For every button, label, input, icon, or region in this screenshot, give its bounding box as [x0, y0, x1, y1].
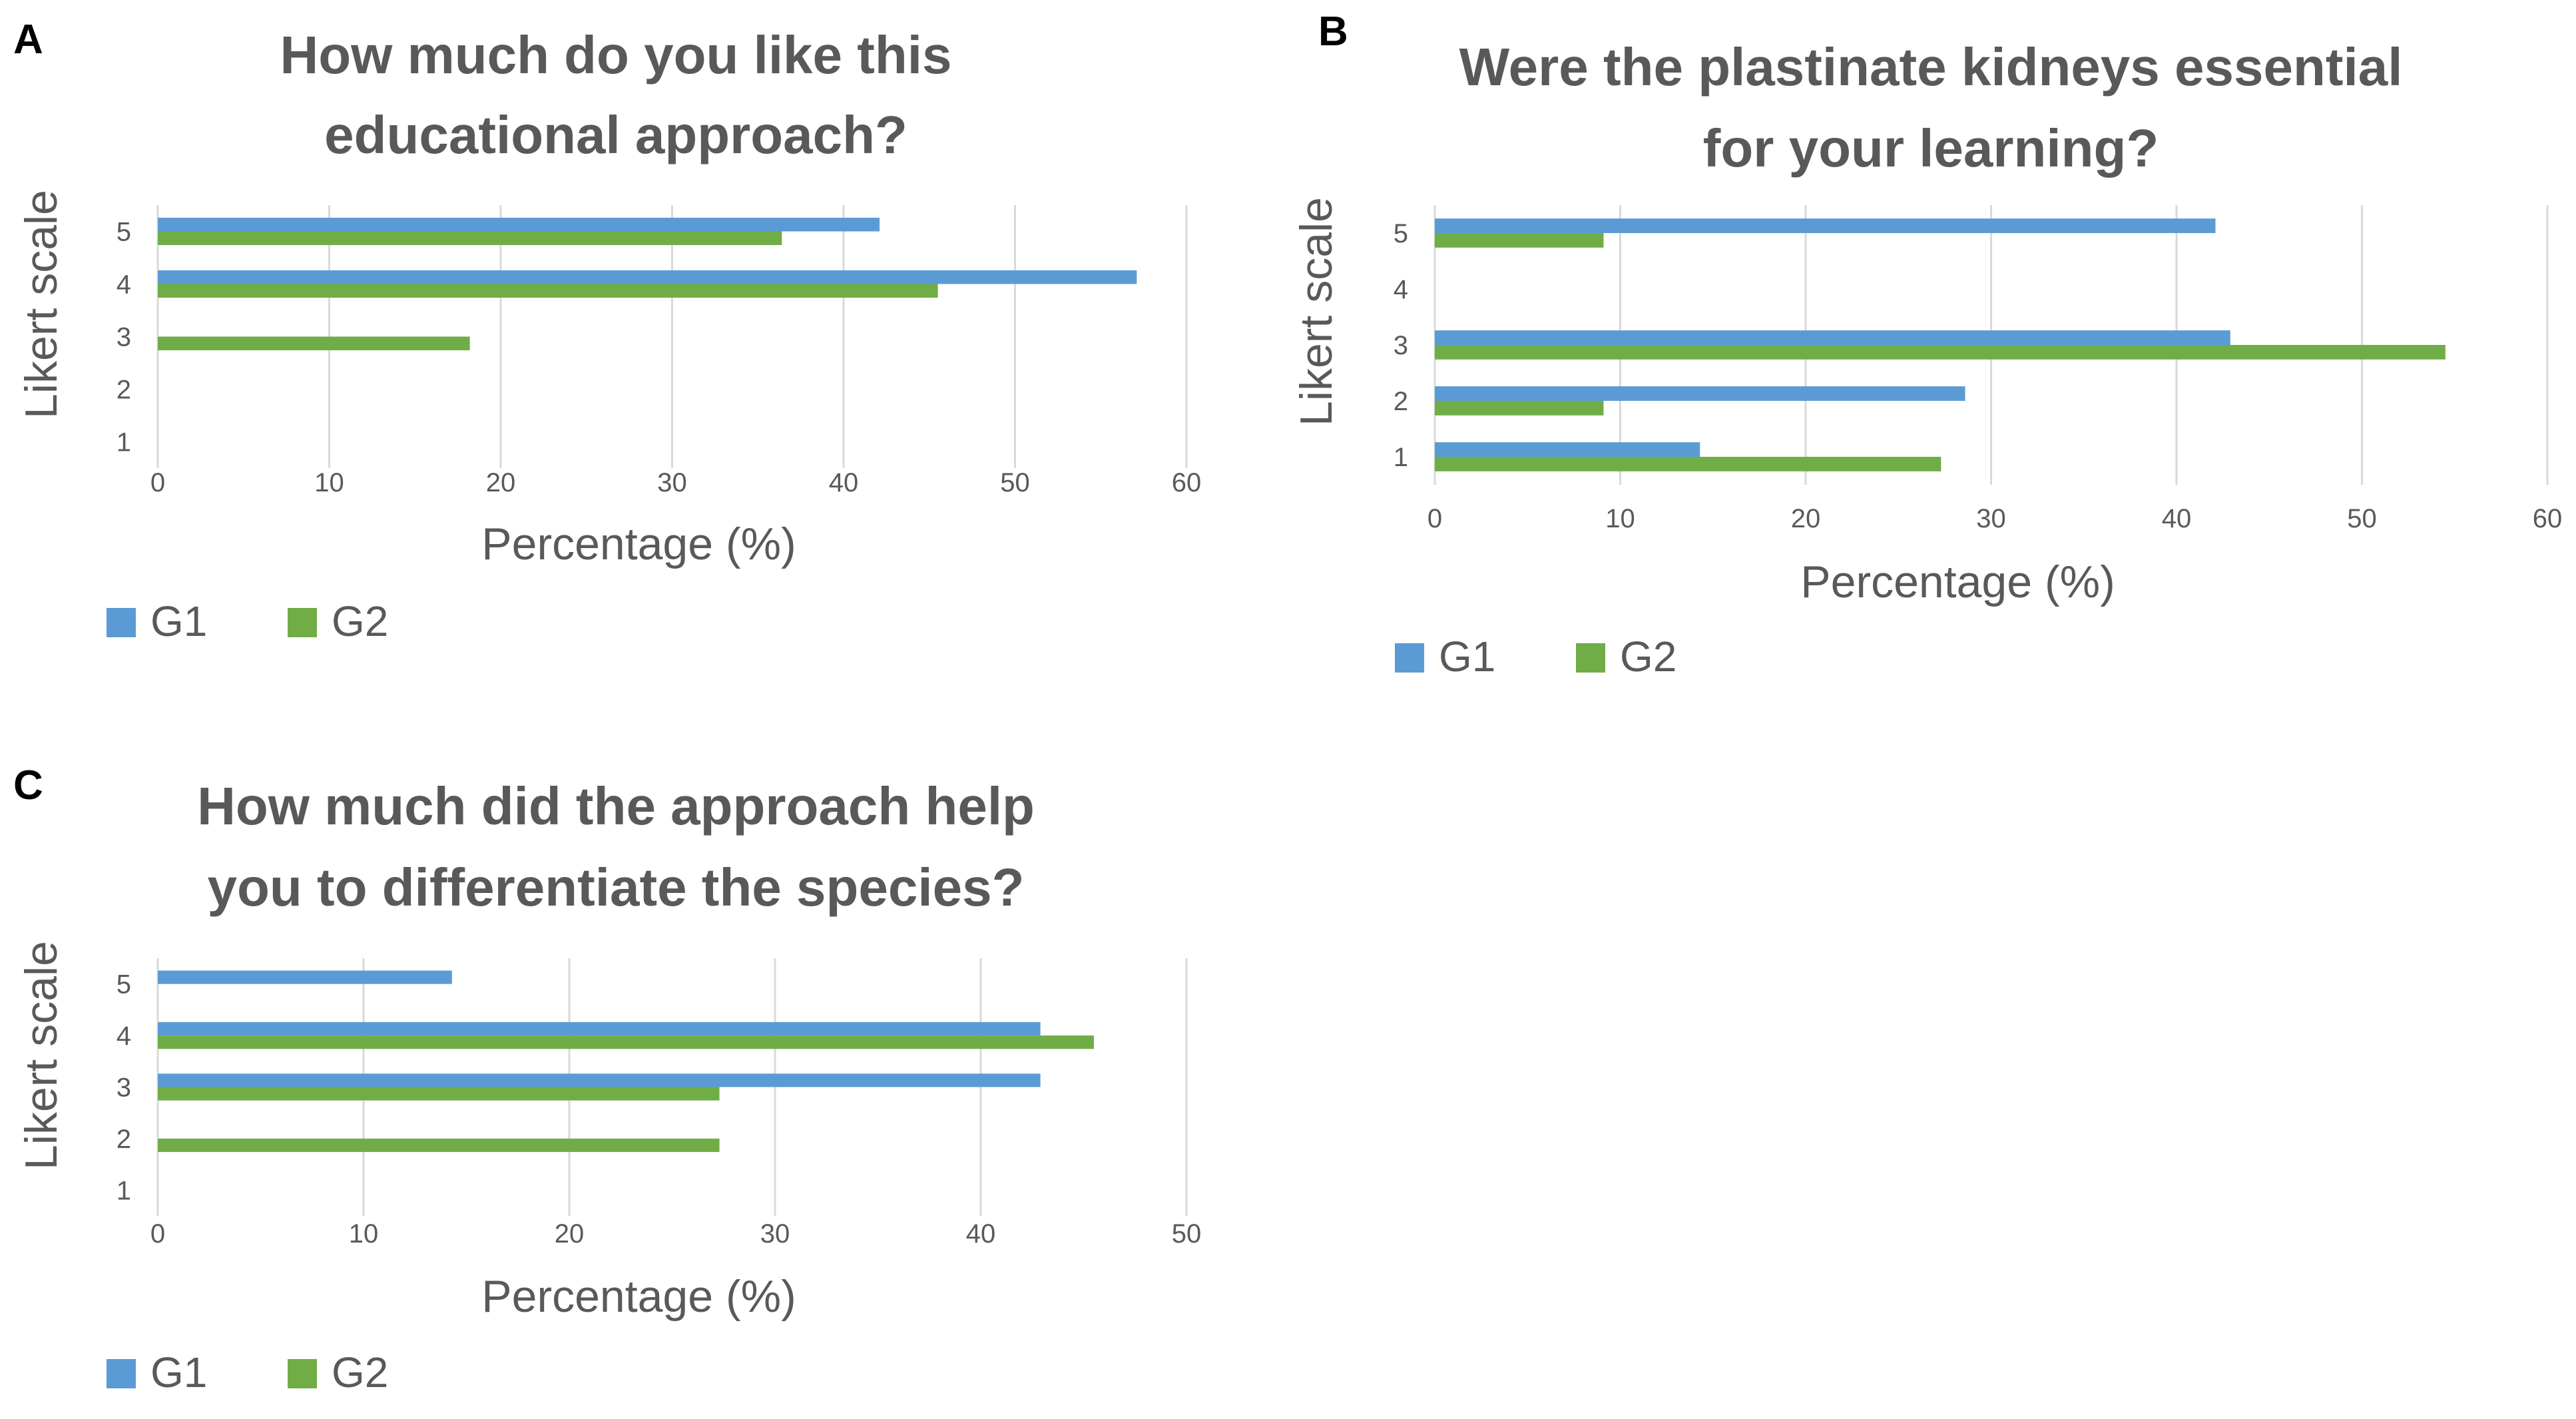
bar-g1-likert-3 — [1435, 330, 2230, 345]
chart-title: educational approach? — [324, 105, 907, 164]
y-axis-label: Likert scale — [16, 941, 67, 1170]
panel-label: B — [1318, 9, 1348, 55]
y-tick-label: 3 — [117, 323, 131, 352]
legend-swatch-g1 — [1395, 643, 1424, 673]
chart-title: for your learning? — [1703, 119, 2159, 178]
x-tick-label: 0 — [150, 1219, 165, 1249]
chart-title: How much did the approach help — [197, 776, 1035, 836]
x-tick-label: 30 — [760, 1219, 790, 1249]
bar-g2-likert-4 — [158, 284, 938, 298]
y-tick-label: 1 — [117, 428, 131, 457]
x-tick-label: 40 — [2162, 504, 2192, 533]
x-axis-label: Percentage (%) — [481, 519, 796, 569]
bar-g2-likert-3 — [158, 1087, 720, 1101]
panel-label: C — [13, 762, 43, 808]
x-tick-label: 10 — [349, 1219, 379, 1249]
bar-g1-likert-5 — [1435, 218, 2216, 233]
legend-label-g1: G1 — [150, 1348, 207, 1396]
bar-g2-likert-2 — [158, 1138, 720, 1153]
x-tick-label: 0 — [150, 468, 165, 497]
x-tick-label: 20 — [555, 1219, 585, 1249]
bar-g1-likert-3 — [158, 1073, 1041, 1087]
y-tick-label: 4 — [1394, 275, 1408, 304]
bar-g2-likert-5 — [158, 231, 782, 246]
bar-g2-likert-4 — [158, 1035, 1094, 1049]
bar-g1-likert-2 — [1435, 386, 1965, 401]
x-tick-label: 40 — [829, 468, 859, 497]
legend-swatch-g1 — [107, 1359, 136, 1388]
x-tick-label: 20 — [486, 468, 516, 497]
legend-swatch-g2 — [1576, 643, 1605, 673]
bar-g2-likert-5 — [1435, 233, 1604, 248]
y-tick-label: 2 — [1394, 387, 1408, 416]
bar-g1-likert-5 — [158, 970, 452, 984]
x-tick-label: 0 — [1427, 504, 1442, 533]
x-axis-label: Percentage (%) — [1800, 557, 2115, 607]
legend-swatch-g2 — [288, 608, 317, 637]
y-tick-label: 2 — [117, 376, 131, 405]
x-tick-label: 40 — [966, 1219, 996, 1249]
legend-label-g2: G2 — [1620, 633, 1676, 681]
bar-g1-likert-4 — [158, 270, 1137, 284]
bar-g1-likert-4 — [158, 1021, 1041, 1036]
bar-g1-likert-5 — [158, 217, 880, 232]
chart-panel-a: A How much do you like this educational ap… — [13, 17, 1201, 645]
y-tick-label: 2 — [117, 1125, 131, 1154]
y-tick-label: 3 — [1394, 331, 1408, 360]
chart-title: Were the plastinate kidneys essential — [1459, 37, 2403, 97]
x-tick-label: 50 — [1172, 1219, 1202, 1249]
legend-swatch-g2 — [288, 1359, 317, 1388]
legend-label-g1: G1 — [150, 597, 207, 645]
x-tick-label: 30 — [657, 468, 687, 497]
x-tick-label: 50 — [1000, 468, 1030, 497]
chart-panel-c: C How much did the approach help you to di… — [13, 762, 1201, 1396]
x-tick-label: 60 — [2533, 504, 2563, 533]
y-tick-label: 1 — [117, 1176, 131, 1205]
x-axis-label: Percentage (%) — [481, 1271, 796, 1322]
y-tick-label: 5 — [117, 970, 131, 999]
chart-panel-b: B Were the plastinate kidneys essential fo… — [1291, 9, 2562, 681]
bar-g2-likert-3 — [158, 336, 470, 351]
y-tick-label: 3 — [117, 1073, 131, 1103]
x-tick-label: 10 — [314, 468, 344, 497]
y-axis-label: Likert scale — [16, 190, 67, 419]
x-tick-label: 10 — [1605, 504, 1635, 533]
legend-label-g1: G1 — [1439, 633, 1495, 681]
y-tick-label: 4 — [117, 270, 131, 300]
panel-label: A — [13, 17, 43, 63]
y-tick-label: 1 — [1394, 443, 1408, 472]
chart-title: you to differentiate the species? — [208, 858, 1025, 917]
legend-label-g2: G2 — [332, 1348, 388, 1396]
y-tick-label: 5 — [1394, 219, 1408, 248]
x-tick-label: 50 — [2347, 504, 2377, 533]
x-tick-label: 60 — [1172, 468, 1202, 497]
bar-g1-likert-1 — [1435, 442, 1700, 457]
bar-g2-likert-3 — [1435, 345, 2446, 360]
chart-title: How much do you like this — [280, 25, 952, 85]
legend-label-g2: G2 — [332, 597, 388, 645]
x-tick-label: 30 — [1976, 504, 2006, 533]
y-tick-label: 5 — [117, 218, 131, 247]
x-tick-label: 20 — [1791, 504, 1821, 533]
y-tick-label: 4 — [117, 1021, 131, 1051]
legend-swatch-g1 — [107, 608, 136, 637]
y-axis-label: Likert scale — [1291, 197, 1342, 426]
bar-g2-likert-2 — [1435, 401, 1604, 416]
bar-g2-likert-1 — [1435, 457, 1941, 471]
